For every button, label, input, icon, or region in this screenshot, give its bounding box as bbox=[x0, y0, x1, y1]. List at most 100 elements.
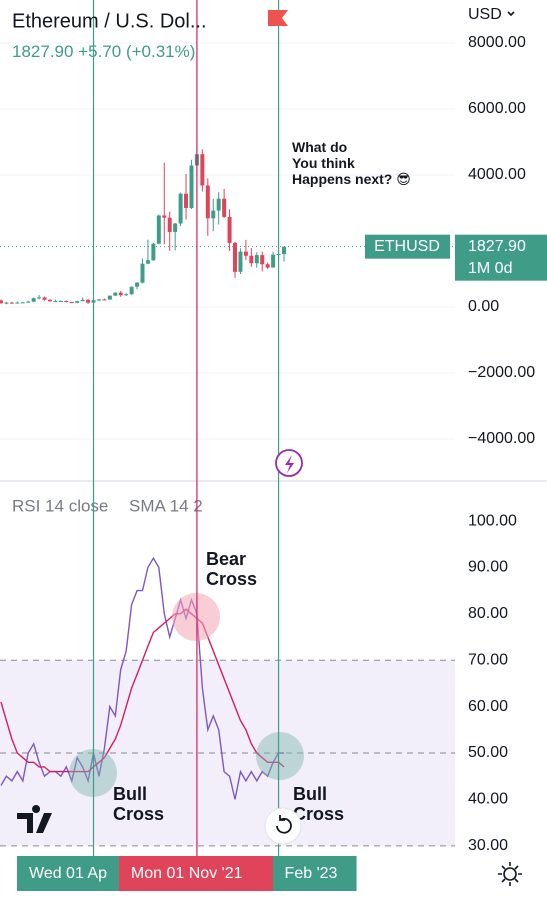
y-tick-label: 70.00 bbox=[468, 651, 508, 668]
candle-body bbox=[282, 246, 286, 255]
candle-body bbox=[265, 264, 270, 268]
candle-body bbox=[75, 301, 80, 303]
candle-body bbox=[145, 260, 150, 264]
legend-entry: SMA 14 2 bbox=[129, 496, 203, 515]
time-label-box bbox=[118, 856, 273, 891]
time-label: Feb '23 bbox=[285, 865, 338, 882]
candle-body bbox=[135, 282, 140, 287]
candle-body bbox=[162, 215, 167, 218]
candle-body bbox=[156, 215, 161, 244]
y-tick-label: 30.00 bbox=[468, 837, 508, 854]
candle-body bbox=[151, 243, 156, 261]
candle-body bbox=[80, 299, 85, 302]
reset-button bbox=[264, 807, 302, 845]
candle-body bbox=[86, 299, 91, 303]
legend-entry: RSI 14 close bbox=[12, 496, 108, 515]
candle-body bbox=[233, 242, 238, 272]
candle-body bbox=[271, 254, 276, 268]
candle-body bbox=[254, 255, 259, 264]
y-tick-label: 40.00 bbox=[468, 791, 508, 808]
cross-highlight bbox=[256, 732, 304, 780]
candle-body bbox=[31, 298, 36, 302]
candle-body bbox=[167, 217, 172, 232]
reset-icon bbox=[276, 815, 292, 834]
candle-body bbox=[189, 165, 194, 208]
y-tick-label: 100.00 bbox=[468, 512, 517, 529]
candle-body bbox=[107, 295, 112, 300]
flag-icon bbox=[268, 10, 288, 26]
y-tick-label: 80.00 bbox=[468, 605, 508, 622]
y-tick-label: 0.00 bbox=[468, 298, 499, 315]
candle-body bbox=[216, 198, 221, 211]
y-tick-label: 50.00 bbox=[468, 744, 508, 761]
y-tick-label: 90.00 bbox=[468, 559, 508, 576]
candle-body bbox=[69, 302, 74, 304]
rsi-line bbox=[0, 608, 285, 773]
tv-logo bbox=[17, 805, 52, 833]
y-tick-label: −2000.00 bbox=[468, 364, 535, 381]
symbol-title[interactable]: Ethereum / U.S. Dol... bbox=[12, 10, 207, 32]
candle-body bbox=[64, 301, 69, 303]
annotation: Bull Cross bbox=[293, 784, 344, 824]
time-label-box bbox=[272, 856, 357, 891]
settings-rays bbox=[498, 862, 522, 886]
candle-body bbox=[178, 193, 183, 224]
countdown-label: 1M 0d bbox=[468, 260, 512, 277]
candle-body bbox=[211, 210, 216, 219]
time-label-box bbox=[17, 856, 119, 891]
candle-body bbox=[124, 294, 129, 296]
symbol-label: ETHUSD bbox=[374, 238, 440, 255]
cross-highlight bbox=[172, 593, 220, 641]
candle-body bbox=[243, 251, 248, 256]
price-label: 1827.90 bbox=[468, 238, 526, 255]
candle-body bbox=[15, 302, 20, 304]
price-change-pct: (+0.31%) bbox=[126, 42, 195, 61]
chevron bbox=[507, 11, 515, 17]
candle-body bbox=[184, 193, 189, 208]
candle-body bbox=[53, 301, 58, 303]
price-change: +5.70 bbox=[78, 42, 121, 61]
y-tick-label: 8000.00 bbox=[468, 34, 526, 51]
candle-body bbox=[0, 300, 3, 304]
y-tick-label: 4000.00 bbox=[468, 166, 526, 183]
price-label-box bbox=[455, 234, 547, 281]
y-tick-label: 6000.00 bbox=[468, 100, 526, 117]
candle-body bbox=[102, 299, 107, 301]
candle-body bbox=[37, 297, 42, 299]
candle-body bbox=[42, 297, 47, 300]
y-tick-label: 60.00 bbox=[468, 698, 508, 715]
lightning-bolt bbox=[285, 455, 294, 473]
quote-line: 1827.90 +5.70 (+0.31%) bbox=[12, 42, 195, 61]
candle-body bbox=[140, 263, 145, 283]
candle-body bbox=[200, 154, 205, 186]
candle-body bbox=[4, 302, 9, 304]
candle-body bbox=[205, 185, 210, 219]
candle-body bbox=[113, 292, 118, 296]
candle-body bbox=[249, 255, 254, 264]
candle-body bbox=[227, 216, 232, 243]
settings-icon bbox=[503, 867, 517, 881]
candle-body bbox=[58, 301, 63, 303]
candle-body bbox=[238, 251, 243, 272]
candle-body bbox=[173, 223, 178, 232]
symbol-label-box bbox=[365, 234, 450, 259]
candle-body bbox=[20, 302, 25, 304]
currency-selector[interactable]: USD bbox=[468, 6, 502, 23]
time-label: Mon 01 Nov '21 bbox=[131, 865, 243, 882]
candle-body bbox=[129, 286, 134, 295]
annotation: Bear Cross bbox=[206, 549, 257, 589]
candle-body bbox=[47, 299, 52, 302]
candle-body bbox=[260, 255, 265, 265]
annotation: What do You think Happens next? 😎 bbox=[292, 139, 411, 187]
time-label: Wed 01 Ap bbox=[29, 865, 107, 882]
y-tick-label: −4000.00 bbox=[468, 430, 535, 447]
candle-body bbox=[9, 302, 14, 304]
candle-body bbox=[26, 301, 31, 303]
annotation: Bull Cross bbox=[113, 784, 164, 824]
candle-body bbox=[96, 299, 101, 301]
last-price: 1827.90 bbox=[12, 42, 73, 61]
rsi-line bbox=[0, 556, 284, 800]
